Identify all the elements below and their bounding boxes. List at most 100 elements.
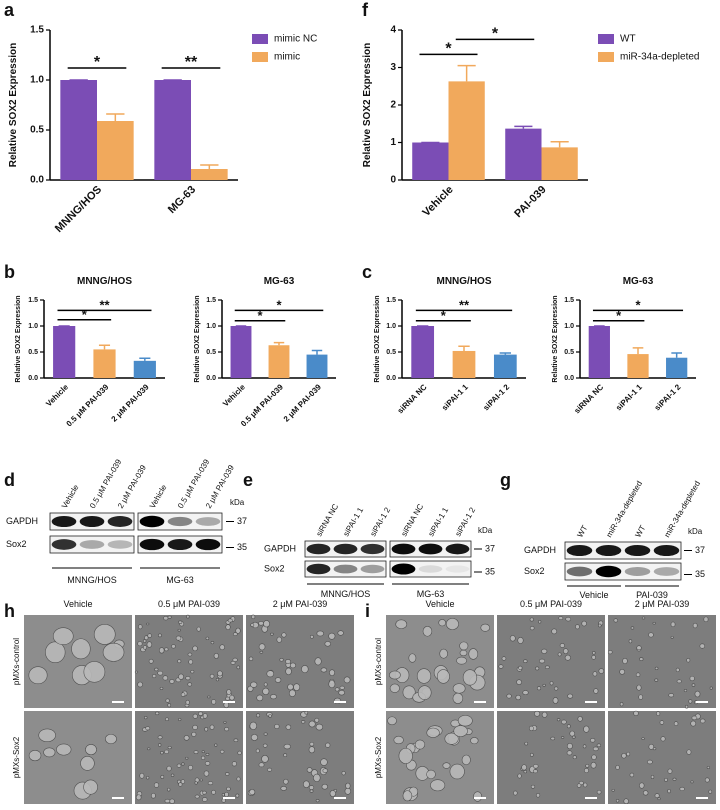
cell-colony bbox=[137, 681, 143, 688]
y-tick-label: 0.0 bbox=[30, 175, 44, 186]
bar bbox=[493, 354, 517, 378]
significance-label: * bbox=[492, 25, 499, 42]
cell-colony bbox=[592, 671, 598, 677]
blot-frame bbox=[564, 562, 682, 581]
cell-colony bbox=[198, 711, 204, 716]
cell-colony bbox=[686, 749, 692, 755]
cell-colony bbox=[308, 746, 315, 754]
cell-colony bbox=[387, 716, 397, 726]
row-label: pMXs-control bbox=[374, 638, 383, 685]
cell-colony bbox=[402, 685, 416, 700]
cell-colony bbox=[641, 737, 645, 740]
cell-colony bbox=[150, 792, 156, 799]
cell-colony bbox=[180, 692, 186, 697]
cell-colony bbox=[683, 689, 688, 693]
cell-colony bbox=[461, 754, 471, 766]
group-label: MNNG/HOS bbox=[67, 575, 117, 585]
blot-band bbox=[418, 543, 443, 555]
blot-band bbox=[107, 516, 133, 527]
cell-colony bbox=[571, 735, 576, 739]
significance-label: ** bbox=[185, 54, 198, 71]
cell-colony bbox=[630, 626, 635, 630]
cell-colony bbox=[422, 625, 433, 637]
cell-colony bbox=[708, 789, 713, 794]
column-label: 0.5 μM PAI-039 bbox=[520, 599, 582, 609]
cell-colony bbox=[706, 766, 711, 770]
cell-colony bbox=[146, 776, 150, 780]
cell-colony bbox=[157, 670, 164, 676]
cell-colony bbox=[654, 793, 660, 798]
cell-colony bbox=[583, 782, 588, 788]
cell-colony bbox=[549, 681, 554, 686]
cell-colony bbox=[639, 782, 645, 789]
blot-band bbox=[306, 563, 331, 575]
bar bbox=[541, 147, 578, 180]
cell-colony bbox=[203, 770, 210, 777]
cell-colony bbox=[105, 733, 117, 745]
cell-colony bbox=[563, 648, 569, 655]
cell-colony bbox=[205, 636, 210, 641]
x-tick-label: siPAI-1 1 bbox=[614, 382, 644, 412]
cell-colony bbox=[561, 736, 565, 739]
blot-band bbox=[653, 544, 680, 557]
cell-colony bbox=[524, 741, 529, 746]
cell-colony bbox=[596, 789, 602, 795]
cell-colony bbox=[703, 616, 709, 623]
cell-colony bbox=[426, 769, 436, 780]
cell-colony bbox=[636, 684, 642, 691]
cell-colony bbox=[442, 762, 451, 769]
cell-colony bbox=[417, 685, 432, 700]
cell-colony bbox=[517, 636, 524, 644]
lane-label: siPAI-1 1 bbox=[426, 505, 450, 538]
blot-band bbox=[566, 544, 593, 557]
cell-colony bbox=[581, 620, 587, 627]
panel-letter: e bbox=[243, 470, 253, 490]
cell-colony bbox=[518, 665, 523, 670]
cell-colony bbox=[402, 790, 413, 802]
group-label: MNNG/HOS bbox=[321, 589, 371, 599]
significance-label: ** bbox=[99, 297, 110, 312]
cell-colony bbox=[178, 620, 183, 624]
cell-colony bbox=[320, 667, 328, 673]
cell-colony bbox=[300, 720, 306, 724]
bar bbox=[133, 360, 156, 378]
significance-label: * bbox=[82, 307, 88, 322]
error-bar bbox=[632, 347, 644, 355]
cell-colony bbox=[668, 693, 674, 698]
cell-colony bbox=[165, 717, 169, 721]
bar bbox=[97, 121, 134, 180]
bar bbox=[93, 349, 116, 378]
cell-colony bbox=[457, 715, 473, 727]
cell-colony bbox=[196, 626, 201, 632]
cell-colony bbox=[339, 685, 345, 690]
legend-swatch bbox=[598, 34, 614, 44]
cell-colony bbox=[691, 715, 698, 721]
bar bbox=[268, 345, 290, 378]
significance-label: * bbox=[635, 297, 641, 312]
blot-band bbox=[139, 515, 165, 528]
cell-colony bbox=[675, 667, 680, 673]
cell-colony bbox=[251, 614, 256, 620]
cell-colony bbox=[175, 635, 182, 641]
bar bbox=[412, 142, 449, 180]
lane-label: Vehicle bbox=[60, 483, 81, 510]
y-tick-label: 0.5 bbox=[386, 349, 396, 356]
cell-colony bbox=[185, 756, 189, 760]
cell-colony bbox=[285, 659, 291, 664]
error-bar bbox=[457, 64, 476, 82]
cell-colony bbox=[258, 762, 265, 768]
chart-title: MNNG/HOS bbox=[77, 276, 132, 287]
y-tick-label: 0.0 bbox=[564, 375, 574, 382]
cell-colony bbox=[337, 630, 344, 636]
cell-colony bbox=[408, 653, 417, 663]
cell-colony bbox=[255, 748, 260, 754]
cell-colony bbox=[613, 618, 618, 623]
y-tick-label: 0.5 bbox=[564, 349, 574, 356]
bar bbox=[505, 128, 542, 180]
cell-colony bbox=[541, 648, 548, 654]
cell-colony bbox=[456, 656, 467, 665]
bar bbox=[191, 169, 228, 180]
legend-label: mimic bbox=[274, 52, 300, 63]
cell-colony bbox=[521, 764, 527, 771]
cell-colony bbox=[459, 641, 469, 651]
